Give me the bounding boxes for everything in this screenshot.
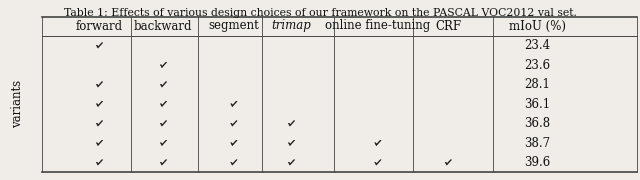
- Text: online fine-tuning: online fine-tuning: [325, 19, 430, 33]
- Text: backward: backward: [134, 19, 193, 33]
- Text: trimap: trimap: [271, 19, 311, 33]
- Polygon shape: [230, 101, 237, 107]
- Polygon shape: [96, 140, 103, 146]
- Text: forward: forward: [76, 19, 123, 33]
- Polygon shape: [160, 140, 167, 146]
- Polygon shape: [230, 160, 237, 165]
- Polygon shape: [160, 101, 167, 107]
- Polygon shape: [96, 121, 103, 126]
- Text: mIoU (%): mIoU (%): [509, 19, 566, 33]
- Polygon shape: [96, 101, 103, 107]
- Polygon shape: [160, 160, 167, 165]
- Text: 38.7: 38.7: [525, 137, 550, 150]
- Text: 36.1: 36.1: [525, 98, 550, 111]
- Polygon shape: [230, 140, 237, 146]
- Polygon shape: [230, 121, 237, 126]
- Text: variants: variants: [12, 80, 24, 128]
- Polygon shape: [96, 82, 103, 87]
- Text: 23.6: 23.6: [525, 59, 550, 72]
- Text: 39.6: 39.6: [524, 156, 551, 169]
- Polygon shape: [160, 62, 167, 68]
- Polygon shape: [288, 121, 295, 126]
- Polygon shape: [288, 160, 295, 165]
- Polygon shape: [160, 121, 167, 126]
- Text: CRF: CRF: [435, 19, 461, 33]
- Text: 28.1: 28.1: [525, 78, 550, 91]
- Polygon shape: [96, 160, 103, 165]
- Text: Table 1: Effects of various design choices of our framework on the PASCAL VOC201: Table 1: Effects of various design choic…: [63, 8, 577, 18]
- Polygon shape: [374, 160, 381, 165]
- Polygon shape: [160, 82, 167, 87]
- Text: 23.4: 23.4: [525, 39, 550, 52]
- Polygon shape: [288, 140, 295, 146]
- Text: segment: segment: [208, 19, 259, 33]
- Polygon shape: [445, 160, 452, 165]
- Polygon shape: [96, 43, 103, 48]
- Polygon shape: [374, 140, 381, 146]
- Text: 36.8: 36.8: [525, 117, 550, 130]
